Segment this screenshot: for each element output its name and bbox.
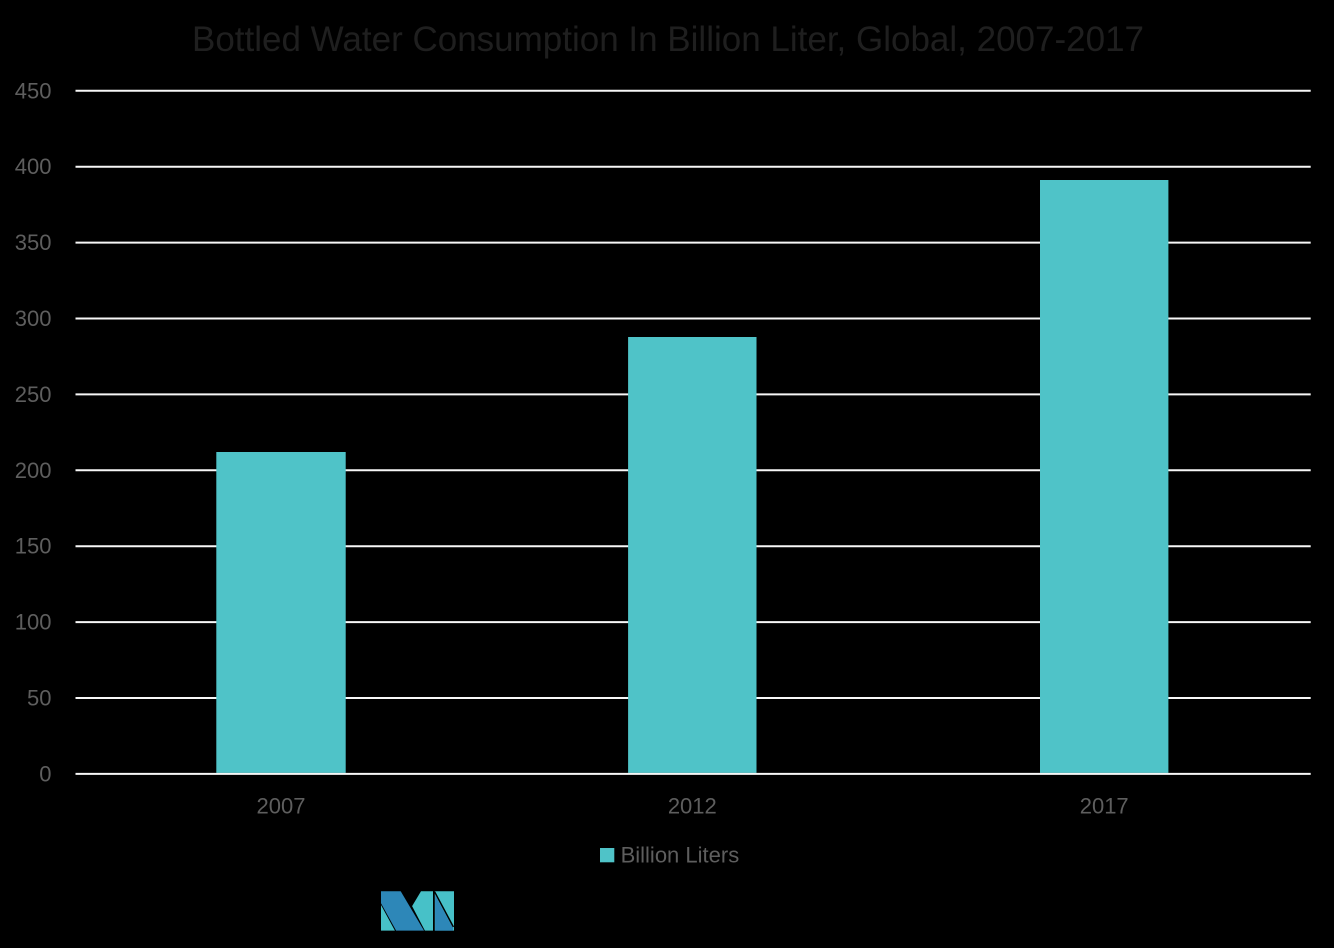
svg-text:100: 100 bbox=[15, 610, 52, 635]
svg-text:300: 300 bbox=[15, 306, 52, 331]
svg-text:400: 400 bbox=[15, 154, 52, 179]
svg-text:450: 450 bbox=[15, 78, 52, 103]
svg-text:2007: 2007 bbox=[257, 794, 306, 819]
svg-text:Billion Liters: Billion Liters bbox=[621, 842, 740, 867]
svg-text:250: 250 bbox=[15, 382, 52, 407]
svg-text:150: 150 bbox=[15, 534, 52, 559]
svg-text:50: 50 bbox=[27, 686, 51, 711]
svg-text:0: 0 bbox=[39, 761, 51, 786]
svg-text:350: 350 bbox=[15, 230, 52, 255]
svg-text:Bottled Water Consumption In B: Bottled Water Consumption In Billion Lit… bbox=[192, 20, 1144, 59]
svg-text:200: 200 bbox=[15, 458, 52, 483]
svg-text:2012: 2012 bbox=[668, 794, 717, 819]
svg-text:2017: 2017 bbox=[1080, 794, 1129, 819]
